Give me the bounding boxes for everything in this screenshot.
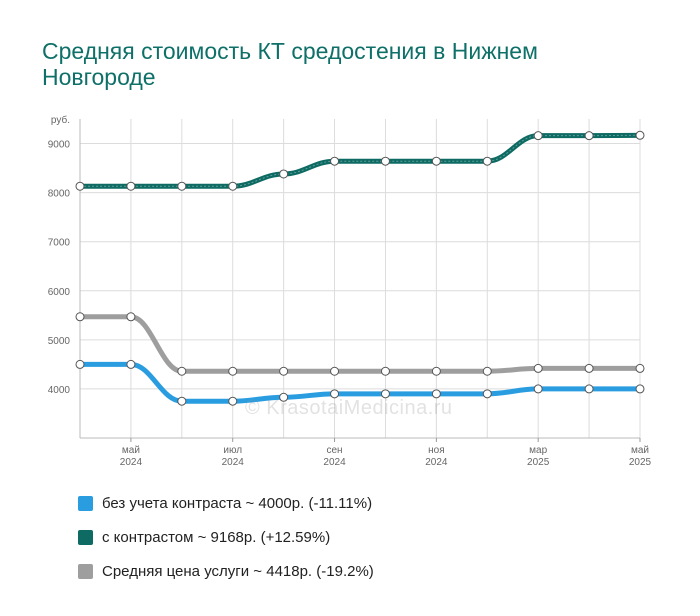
data-point <box>75 312 85 322</box>
y-tick-label: 5000 <box>48 336 71 347</box>
x-tick-month: май <box>631 445 649 456</box>
data-point <box>533 384 543 394</box>
data-point <box>177 366 187 376</box>
legend-swatch <box>78 563 93 579</box>
x-tick-month: мар <box>529 445 547 456</box>
chart-title: Средняя стоимость КТ средостения в Нижне… <box>42 38 538 90</box>
data-point <box>431 156 441 166</box>
y-tick-label: 8000 <box>48 189 71 200</box>
x-tick-year: 2024 <box>323 457 346 468</box>
data-point <box>126 181 136 191</box>
data-point <box>584 363 594 373</box>
series-line <box>77 132 643 189</box>
data-point <box>482 389 492 399</box>
y-tick-label: 6000 <box>48 287 71 298</box>
legend-label: с контрастом ~ 9168р. (+12.59%) <box>102 528 331 546</box>
data-point <box>533 363 543 373</box>
data-point <box>228 396 238 406</box>
legend: без учета контраста ~ 4000р. (-11.11%) с… <box>78 486 374 588</box>
data-point <box>330 156 340 166</box>
data-point <box>330 366 340 376</box>
x-tick-year: 2024 <box>120 457 143 468</box>
data-point <box>330 389 340 399</box>
data-point <box>584 131 594 141</box>
y-tick-label: 4000 <box>48 385 71 396</box>
y-tick-label: 7000 <box>48 238 71 249</box>
data-point <box>75 181 85 191</box>
data-point <box>177 396 187 406</box>
data-point <box>279 169 289 179</box>
legend-label: Средняя цена услуги ~ 4418р. (-19.2%) <box>102 562 374 580</box>
data-point <box>126 312 136 322</box>
data-point <box>584 384 594 394</box>
series-line <box>77 314 643 374</box>
data-point <box>126 359 136 369</box>
data-point <box>279 366 289 376</box>
legend-swatch <box>78 529 93 545</box>
data-point <box>279 392 289 402</box>
legend-item-with-contrast[interactable]: с контрастом ~ 9168р. (+12.59%) <box>78 520 374 554</box>
data-point <box>482 366 492 376</box>
legend-label: без учета контраста ~ 4000р. (-11.11%) <box>102 494 373 512</box>
data-point <box>431 389 441 399</box>
data-point <box>482 156 492 166</box>
data-point <box>533 131 543 141</box>
data-point <box>635 384 645 394</box>
x-tick-month: июл <box>223 445 242 456</box>
data-point <box>228 181 238 191</box>
data-point <box>635 363 645 373</box>
x-tick-year: 2024 <box>222 457 245 468</box>
data-point <box>177 181 187 191</box>
data-point <box>380 156 390 166</box>
x-tick-month: май <box>122 445 140 456</box>
line-chart: 400050006000700080009000руб.май2024июл20… <box>48 114 652 468</box>
data-point <box>380 389 390 399</box>
data-point <box>75 359 85 369</box>
x-tick-year: 2025 <box>629 457 652 468</box>
x-tick-year: 2025 <box>527 457 550 468</box>
data-point <box>431 366 441 376</box>
data-point <box>380 366 390 376</box>
watermark: © KrasotaiMedicina.ru <box>245 397 453 419</box>
legend-swatch <box>78 495 93 511</box>
legend-item-no-contrast[interactable]: без учета контраста ~ 4000р. (-11.11%) <box>78 486 374 520</box>
x-tick-year: 2024 <box>425 457 448 468</box>
data-point <box>228 366 238 376</box>
x-tick-month: сен <box>326 445 342 456</box>
legend-item-average-price[interactable]: Средняя цена услуги ~ 4418р. (-19.2%) <box>78 554 374 588</box>
x-tick-month: ноя <box>428 445 445 456</box>
y-tick-label: 9000 <box>48 140 71 151</box>
y-unit-label: руб. <box>51 114 70 126</box>
data-point <box>635 130 645 140</box>
